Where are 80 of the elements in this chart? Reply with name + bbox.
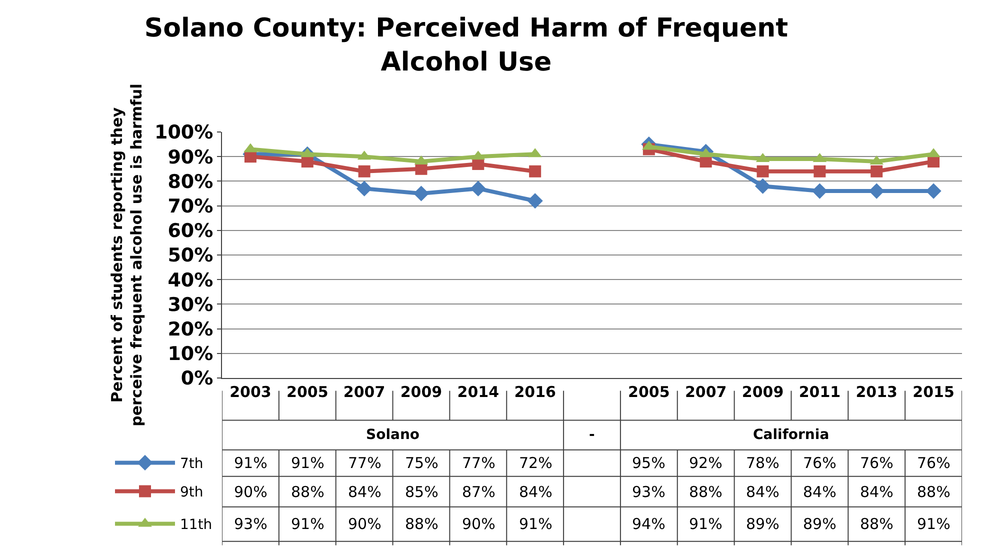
x-tick-label: 2009	[400, 383, 442, 401]
x-tick-label: 2016	[514, 383, 556, 401]
point	[754, 178, 771, 194]
point	[470, 180, 486, 196]
x-tick-label: 2015	[912, 383, 954, 401]
data-label: 76%	[917, 454, 950, 472]
data-label: 90%	[348, 515, 382, 533]
x-tick-label: 2007	[684, 383, 727, 401]
y-tick-label: 0%	[180, 368, 214, 390]
legend-label: 7th	[180, 456, 204, 472]
data-label: 91%	[917, 515, 950, 533]
data-label: 76%	[860, 454, 894, 472]
data-label: 88%	[917, 483, 950, 501]
data-label: 91%	[291, 515, 324, 533]
point	[870, 165, 883, 178]
point	[812, 183, 828, 199]
y-tick-label: 80%	[168, 170, 214, 193]
data-label: 89%	[746, 515, 780, 533]
chart-title: Solano County: Perceived Harm of Frequent Alcohol Use	[144, 14, 788, 78]
legend-label: 9th	[180, 484, 204, 501]
data-label: 78%	[746, 454, 780, 472]
data-label: 77%	[462, 454, 496, 472]
data-label: 84%	[803, 483, 836, 501]
data-label: 88%	[405, 515, 438, 533]
data-label: 91%	[234, 454, 268, 472]
point	[529, 165, 542, 178]
y-axis-title: Percent of students reporting they perceive frequent alcohol use is harmful	[108, 84, 146, 426]
point	[756, 165, 769, 178]
data-label: 90%	[234, 483, 268, 501]
data-label: 77%	[348, 454, 382, 472]
y-tick-label: 40%	[168, 269, 214, 292]
data-label: 88%	[291, 483, 324, 501]
x-tick-label: 2003	[230, 383, 272, 401]
y-tick-label: 20%	[168, 318, 214, 340]
data-label: 88%	[860, 515, 894, 533]
text: Solano	[366, 427, 420, 443]
data-label: 84%	[519, 483, 552, 501]
y-tick-label: 10%	[168, 343, 214, 366]
point	[868, 183, 884, 199]
point	[814, 165, 826, 178]
data-label: 94%	[632, 515, 666, 533]
y-tick-label: 50%	[168, 244, 214, 267]
y-tick-label: 60%	[168, 220, 214, 242]
data-label: 75%	[405, 454, 438, 472]
data-label: 84%	[746, 483, 780, 501]
x-tick-label: 2009	[742, 383, 784, 401]
data-label: 93%	[234, 515, 268, 533]
x-tick-label: 2011	[798, 383, 841, 401]
data-label: 91%	[291, 454, 324, 472]
x-tick-label: 2005	[628, 383, 670, 401]
data-label: 88%	[689, 483, 722, 501]
legend-label: 11th	[180, 517, 212, 534]
y-tick-label: 100%	[154, 122, 214, 144]
data-label: 85%	[405, 483, 438, 501]
x-tick-label: 2007	[343, 383, 386, 401]
data-label: 95%	[632, 454, 666, 472]
y-tick-label: 90%	[168, 146, 214, 168]
x-tick-label: 2014	[457, 383, 500, 401]
point	[527, 193, 543, 209]
data-label: 87%	[462, 483, 496, 501]
data-label: 84%	[860, 483, 894, 501]
point	[356, 180, 372, 196]
point	[926, 183, 942, 199]
text: -	[589, 427, 595, 443]
data-label: 84%	[348, 483, 382, 501]
data-label: 93%	[632, 483, 666, 501]
data-label: 90%	[462, 515, 496, 533]
data-label: 92%	[689, 454, 722, 472]
x-tick-label: 2005	[286, 383, 328, 401]
y-tick-label: 30%	[168, 294, 214, 316]
data-label: 91%	[519, 515, 552, 533]
x-tick-label: 2013	[856, 383, 898, 401]
text: California	[753, 427, 830, 443]
point	[413, 186, 430, 202]
data-label: 91%	[689, 515, 722, 533]
data-label: 89%	[803, 515, 836, 533]
point	[358, 165, 370, 178]
data-label: 76%	[803, 454, 836, 472]
y-tick-label: 70%	[168, 195, 214, 218]
data-label: 72%	[519, 454, 552, 472]
